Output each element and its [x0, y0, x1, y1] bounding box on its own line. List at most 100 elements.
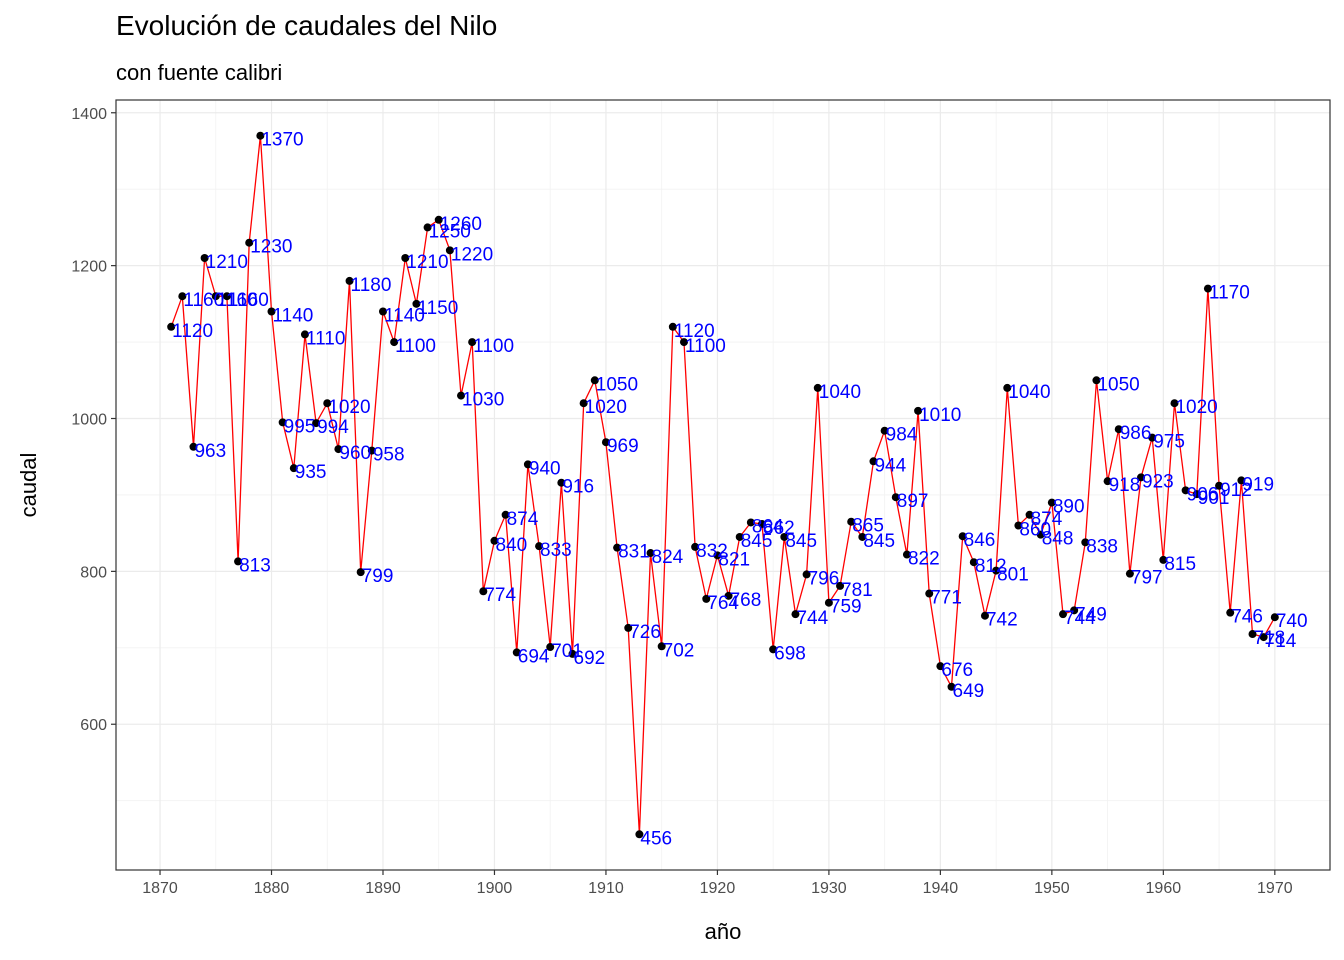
data-point	[1125, 569, 1134, 578]
data-point	[211, 292, 220, 301]
data-label: 1180	[351, 275, 392, 296]
data-label: 874	[507, 509, 539, 530]
data-point	[1003, 383, 1012, 392]
data-point	[1203, 284, 1212, 293]
data-point	[401, 253, 410, 262]
data-point	[601, 438, 610, 447]
data-label: 774	[484, 585, 516, 606]
data-label: 759	[830, 597, 862, 618]
data-label: 906	[1187, 484, 1219, 505]
series-line-group	[170, 135, 1276, 835]
data-label: 796	[808, 568, 840, 589]
x-tick-label: 1950	[1034, 880, 1070, 897]
data-label: 986	[1120, 423, 1152, 444]
x-axis: 1870 1880 1890 1900 1910 1920 1930 1940 1950 1960…	[142, 870, 1293, 897]
data-point	[1137, 473, 1146, 482]
data-point	[1170, 399, 1179, 408]
data-point	[1248, 630, 1257, 639]
data-label: 935	[295, 462, 327, 483]
data-label: 1150	[417, 298, 458, 319]
data-point	[702, 594, 711, 603]
data-point	[345, 276, 354, 285]
data-point	[167, 322, 176, 331]
data-label: 746	[1231, 607, 1263, 628]
data-label: 1170	[1209, 283, 1250, 304]
data-label: 916	[562, 477, 594, 498]
data-point	[300, 330, 309, 339]
data-label: 919	[1242, 474, 1274, 495]
data-label: 822	[908, 549, 940, 570]
data-label: 692	[574, 648, 606, 669]
data-label: 698	[774, 643, 806, 664]
data-point	[679, 338, 688, 347]
data-label: 831	[618, 542, 650, 563]
data-label: 1120	[674, 321, 715, 342]
data-label: 797	[1131, 568, 1163, 589]
data-point	[1014, 521, 1023, 530]
data-point	[925, 589, 934, 598]
data-label: 845	[785, 531, 817, 552]
data-point	[323, 399, 332, 408]
data-label: 676	[941, 660, 973, 681]
data-label: 963	[194, 441, 226, 462]
data-label: 694	[518, 646, 550, 667]
data-label: 1040	[1008, 382, 1050, 403]
data-point	[1159, 555, 1168, 564]
data-point	[813, 383, 822, 392]
data-point	[434, 215, 443, 224]
data-point	[780, 532, 789, 541]
data-label: 864	[752, 516, 784, 537]
y-axis-title: caudal	[16, 453, 41, 518]
data-point	[969, 558, 978, 567]
x-tick-label: 1890	[365, 880, 401, 897]
data-label: 1020	[328, 397, 370, 418]
data-label: 744	[1064, 608, 1096, 629]
data-point	[1148, 433, 1157, 442]
data-label: 801	[997, 565, 1029, 586]
data-point	[178, 292, 187, 301]
data-point	[457, 391, 466, 400]
data-point	[758, 519, 767, 528]
data-point	[356, 568, 365, 577]
data-label: 1220	[451, 244, 493, 265]
data-label: 740	[1276, 611, 1308, 632]
data-point	[445, 246, 454, 255]
x-axis-title: año	[705, 919, 742, 944]
data-point	[267, 307, 276, 316]
data-label: 1020	[585, 397, 627, 418]
data-point	[824, 598, 833, 607]
data-label: 874	[1031, 509, 1063, 530]
data-point	[1192, 490, 1201, 499]
data-label: 918	[1109, 475, 1141, 496]
data-label: 912	[1220, 480, 1252, 501]
data-label: 1160	[217, 290, 258, 311]
data-label: 749	[1075, 604, 1107, 625]
x-tick-label: 1960	[1146, 880, 1182, 897]
data-point	[914, 406, 923, 415]
data-label: 649	[953, 681, 985, 702]
data-point	[1059, 610, 1068, 619]
x-tick-label: 1910	[588, 880, 624, 897]
data-point	[557, 478, 566, 487]
y-tick-label: 600	[80, 717, 107, 734]
data-point	[891, 493, 900, 502]
data-label: 845	[741, 531, 773, 552]
series-line	[170, 135, 1276, 835]
y-tick-label: 1000	[71, 412, 107, 429]
chart-title: Evolución de caudales del Nilo	[116, 10, 498, 41]
y-axis: 600 800 1000 1200 1400	[71, 106, 116, 734]
data-label: 995	[284, 416, 316, 437]
data-label: 923	[1142, 471, 1174, 492]
data-label: 815	[1164, 554, 1196, 575]
panel-border	[115, 99, 1331, 871]
data-point	[256, 131, 265, 140]
data-label: 1030	[462, 390, 504, 411]
data-label: 726	[629, 622, 661, 643]
data-point	[668, 322, 677, 331]
data-point	[1237, 476, 1246, 485]
data-label: 1230	[250, 237, 292, 258]
data-label: 940	[529, 458, 561, 479]
data-label: 890	[1053, 497, 1085, 518]
